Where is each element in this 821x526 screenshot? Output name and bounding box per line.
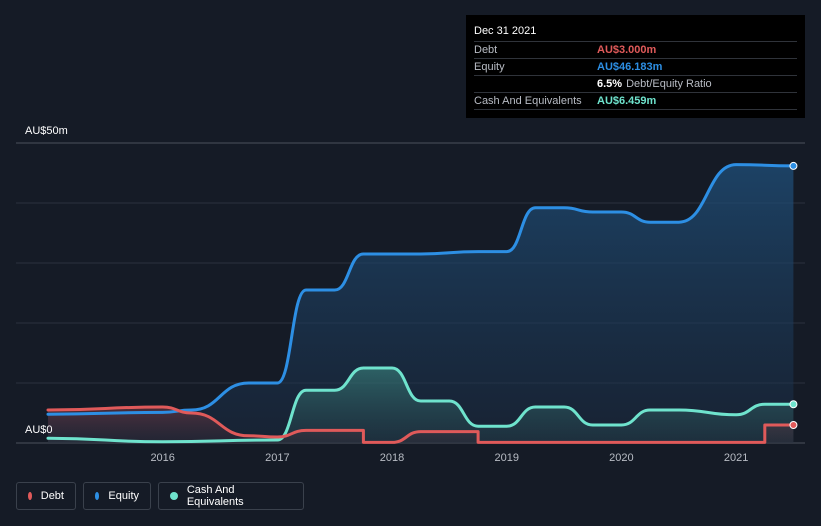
tooltip-ratio-row: 6.5% Debt/Equity Ratio <box>474 75 797 92</box>
tooltip-cash-value: AU$6.459m <box>597 95 657 107</box>
series-area-1 <box>48 164 794 443</box>
x-tick-label: 2017 <box>265 452 289 464</box>
x-axis-ticks: 2016 2017 2018 2019 2020 2021 <box>150 452 748 464</box>
x-tick-label: 2016 <box>150 452 174 464</box>
series-area-2 <box>48 368 794 443</box>
series-line-2 <box>46 366 795 444</box>
tooltip-ratio-spacer <box>474 76 597 92</box>
x-tick-label: 2020 <box>609 452 633 464</box>
tooltip-debt-row: Debt AU$3.000m <box>474 41 797 58</box>
tooltip-cash-row: Cash And Equivalents AU$6.459m <box>474 92 797 110</box>
series-line-1 <box>46 163 795 416</box>
legend-debt-label: Debt <box>40 490 64 502</box>
tooltip-ratio-percent: 6.5% <box>597 78 623 90</box>
tooltip-equity-row: Equity AU$46.183m <box>474 58 797 75</box>
tooltip-cash-label: Cash And Equivalents <box>474 95 582 107</box>
x-tick-label: 2021 <box>724 452 748 464</box>
tooltip-debt-label: Debt <box>474 44 498 56</box>
tooltip-equity-label: Equity <box>474 61 505 73</box>
tooltip-debt-value: AU$3.000m <box>597 44 657 56</box>
series-endpoint-2 <box>789 400 798 409</box>
x-tick-label: 2019 <box>494 452 518 464</box>
series-lines <box>46 163 795 444</box>
tooltip-ratio-label: Debt/Equity Ratio <box>626 78 712 90</box>
y-axis-zero-label: AU$0 <box>25 424 53 436</box>
legend-debt[interactable]: Debt <box>16 482 76 510</box>
series-line-0 <box>46 405 795 444</box>
series-endpoint-0 <box>789 421 798 429</box>
tooltip-date: Dec 31 2021 <box>474 25 537 37</box>
x-tick-label: 2018 <box>380 452 404 464</box>
y-axis-top-label: AU$50m <box>25 125 68 137</box>
legend-cash-dot <box>170 492 178 500</box>
legend-equity-dot <box>95 492 100 500</box>
legend-cash[interactable]: Cash And Equivalents <box>158 482 304 510</box>
legend-debt-dot <box>28 492 32 500</box>
legend-equity-label: Equity <box>108 490 139 502</box>
series-endpoints <box>789 161 798 429</box>
legend-cash-label: Cash And Equivalents <box>186 484 244 508</box>
tooltip-equity-value: AU$46.183m <box>597 61 663 73</box>
legend-equity[interactable]: Equity <box>83 482 151 510</box>
series-endpoint-1 <box>789 161 798 170</box>
tooltip-panel: Dec 31 2021 Debt AU$3.000m Equity AU$46.… <box>466 15 805 118</box>
